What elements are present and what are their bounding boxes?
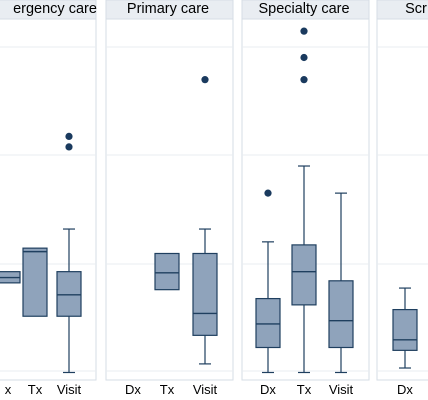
box-group bbox=[392, 287, 418, 369]
outlier-point bbox=[300, 76, 308, 84]
box-group bbox=[0, 271, 21, 284]
box-group bbox=[255, 189, 281, 374]
facet-title: Scr bbox=[405, 1, 427, 17]
outlier-point bbox=[300, 27, 308, 35]
facet-panel: Scr Dx bbox=[376, 0, 428, 397]
box bbox=[255, 297, 281, 349]
x-tick-label: Visit bbox=[193, 382, 218, 397]
box bbox=[56, 271, 82, 317]
x-tick-label: Tx bbox=[297, 382, 312, 397]
box bbox=[328, 280, 354, 349]
facet-title: Primary care bbox=[127, 1, 209, 17]
x-tick-label: Tx bbox=[28, 382, 43, 397]
facet-strip bbox=[105, 0, 234, 20]
box bbox=[291, 244, 317, 306]
box-group bbox=[192, 76, 218, 365]
box-group bbox=[328, 192, 354, 374]
facet-panel: ergency care x Tx Visit bbox=[0, 0, 97, 397]
facet-panel: Primary care Dx Tx Visit bbox=[105, 0, 234, 397]
panel-background bbox=[0, 18, 97, 381]
box bbox=[154, 252, 180, 291]
x-tick-label: Dx bbox=[397, 382, 413, 397]
outlier-point bbox=[264, 189, 272, 197]
facet-strip bbox=[376, 0, 428, 20]
box bbox=[22, 247, 48, 317]
x-tick-label: Dx bbox=[260, 382, 276, 397]
outlier-point bbox=[65, 143, 73, 151]
facet-title: ergency care bbox=[13, 1, 97, 17]
outlier-point bbox=[65, 132, 73, 140]
x-tick-label: Visit bbox=[329, 382, 354, 397]
box-group bbox=[22, 247, 48, 317]
x-tick-label: x bbox=[5, 382, 12, 397]
facet-panel: Specialty care Dx Tx Visit bbox=[241, 0, 370, 397]
facet-strip bbox=[241, 0, 370, 20]
box-group bbox=[291, 27, 317, 374]
facet-title: Specialty care bbox=[258, 1, 349, 17]
box-group bbox=[154, 252, 180, 291]
box-group bbox=[56, 132, 82, 374]
outlier-point bbox=[201, 76, 209, 84]
x-tick-label: Tx bbox=[160, 382, 175, 397]
facet-strip bbox=[0, 0, 97, 20]
x-tick-label: Visit bbox=[57, 382, 82, 397]
outlier-point bbox=[300, 53, 308, 62]
box bbox=[192, 252, 218, 336]
box bbox=[392, 308, 418, 351]
x-tick-label: Dx bbox=[125, 382, 141, 397]
